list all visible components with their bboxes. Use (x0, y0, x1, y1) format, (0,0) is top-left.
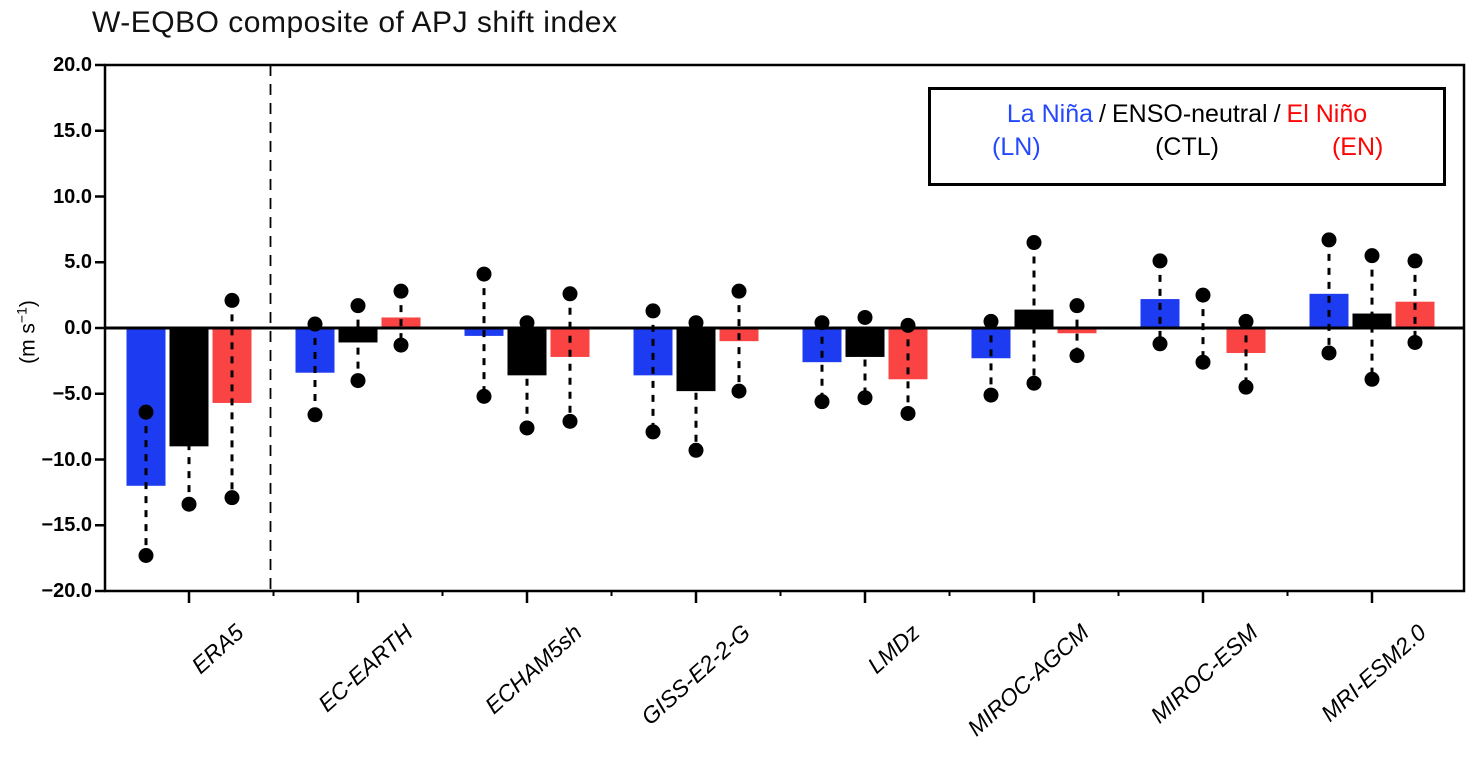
y-tick-label: −5.0 (52, 382, 92, 405)
whisker-dot-high-CTL-MIROC-AGCM (1026, 235, 1042, 251)
legend-ctl-abbrev: (CTL) (1155, 133, 1219, 161)
whisker-dot-low-CTL-ERA5 (181, 496, 197, 512)
whisker-dot-high-LN-ERA5 (138, 404, 154, 420)
whisker-dot-high-EN-ERA5 (224, 292, 240, 308)
whisker-dot-high-EN-MIROC-AGCM (1069, 298, 1085, 314)
whisker-dot-high-CTL-ERA5 (181, 379, 197, 395)
whisker-dot-high-LN-GISS-E2-2-G (645, 303, 661, 319)
whisker-dot-low-LN-EC-EARTH (307, 407, 323, 423)
whisker-dot-high-EN-LMDz (900, 317, 916, 333)
chart-title: W-EQBO composite of APJ shift index (92, 6, 618, 39)
whisker-dot-low-LN-ECHAM5sh (476, 388, 492, 404)
whisker-dot-high-CTL-MRI-ESM2.0 (1364, 248, 1380, 264)
whisker-dot-low-EN-ERA5 (224, 490, 240, 506)
whisker-dot-high-EN-MIROC-ESM (1238, 313, 1254, 329)
whisker-dot-low-LN-MIROC-AGCM (983, 387, 999, 403)
y-tick-label: −10.0 (41, 448, 92, 471)
legend-ln-abbrev: (LN) (992, 133, 1041, 161)
whisker-dot-low-CTL-MIROC-AGCM (1026, 375, 1042, 391)
bar-EN-MIROC-AGCM (1057, 328, 1097, 334)
whisker-dot-low-EN-EC-EARTH (393, 337, 409, 353)
whisker-dot-low-EN-LMDz (900, 405, 916, 421)
whisker-dot-high-CTL-LMDz (857, 309, 873, 325)
y-tick-label: 10.0 (53, 185, 92, 208)
whisker-dot-high-EN-ECHAM5sh (562, 286, 578, 302)
y-tick-label: 15.0 (53, 119, 92, 142)
whisker-dot-low-CTL-ECHAM5sh (519, 420, 535, 436)
whisker-dot-high-LN-ECHAM5sh (476, 266, 492, 282)
legend-en-abbrev: (EN) (1331, 133, 1384, 161)
legend-separator: / (1099, 100, 1106, 128)
legend-el-nino-label: El Niño (1286, 100, 1368, 128)
legend-enso-neutral-label: ENSO-neutral (1111, 100, 1268, 128)
whisker-dot-low-EN-MRI-ESM2.0 (1407, 334, 1423, 350)
legend-row-names: La Niña / ENSO-neutral / El Niño (931, 100, 1443, 129)
y-tick-label: 0.0 (64, 317, 92, 339)
y-tick-label: 5.0 (64, 251, 92, 274)
whisker-dot-low-EN-MIROC-AGCM (1069, 348, 1085, 364)
bar-EN-ERA5 (212, 328, 252, 403)
whisker-dot-low-LN-LMDz (814, 394, 830, 410)
plot-frame (103, 63, 1466, 593)
legend-separator: / (1273, 100, 1281, 128)
whisker-dot-high-LN-MIROC-ESM (1152, 253, 1168, 269)
whisker-dot-low-LN-MIROC-ESM (1152, 336, 1168, 352)
whisker-dot-low-EN-MIROC-ESM (1238, 379, 1254, 395)
bar-CTL-MRI-ESM2.0 (1352, 313, 1392, 328)
whisker-dot-low-LN-ERA5 (138, 547, 154, 563)
whisker-dot-high-LN-LMDz (814, 315, 830, 331)
whisker-dot-low-LN-MRI-ESM2.0 (1321, 345, 1337, 361)
legend-box: La Niña / ENSO-neutral / El Niño (LN) (CTL) … (928, 87, 1446, 186)
whisker-dot-high-CTL-GISS-E2-2-G (688, 315, 704, 331)
bar-LN-EC-EARTH (295, 328, 335, 373)
whisker-dot-high-LN-MIROC-AGCM (983, 313, 999, 329)
legend-row-abbreviations: (LN) (CTL) (EN) (931, 133, 1443, 162)
whisker-dot-low-CTL-GISS-E2-2-G (688, 442, 704, 458)
whisker-dot-low-CTL-LMDz (857, 390, 873, 406)
whisker-dot-high-CTL-ECHAM5sh (519, 315, 535, 331)
whisker-dot-high-LN-MRI-ESM2.0 (1321, 232, 1337, 248)
whisker-dot-low-CTL-EC-EARTH (350, 373, 366, 389)
whisker-dot-high-LN-EC-EARTH (307, 316, 323, 332)
whisker-dot-high-EN-MRI-ESM2.0 (1407, 253, 1423, 269)
legend-la-nina-label: La Niña (1006, 100, 1094, 128)
whisker-dot-low-EN-ECHAM5sh (562, 413, 578, 429)
y-tick-label: −15.0 (41, 514, 92, 537)
whisker-dot-high-EN-EC-EARTH (393, 283, 409, 299)
whisker-dot-low-CTL-MIROC-ESM (1195, 354, 1211, 370)
whisker-dot-low-EN-GISS-E2-2-G (731, 383, 747, 399)
whisker-dot-low-CTL-MRI-ESM2.0 (1364, 371, 1380, 387)
whisker-dot-low-LN-GISS-E2-2-G (645, 424, 661, 440)
y-tick-label: 20.0 (53, 54, 92, 76)
whisker-dot-high-CTL-MIROC-ESM (1195, 287, 1211, 303)
whisker-dot-high-EN-GISS-E2-2-G (731, 283, 747, 299)
y-tick-label: −20.0 (41, 580, 92, 602)
whisker-dot-high-CTL-EC-EARTH (350, 298, 366, 314)
